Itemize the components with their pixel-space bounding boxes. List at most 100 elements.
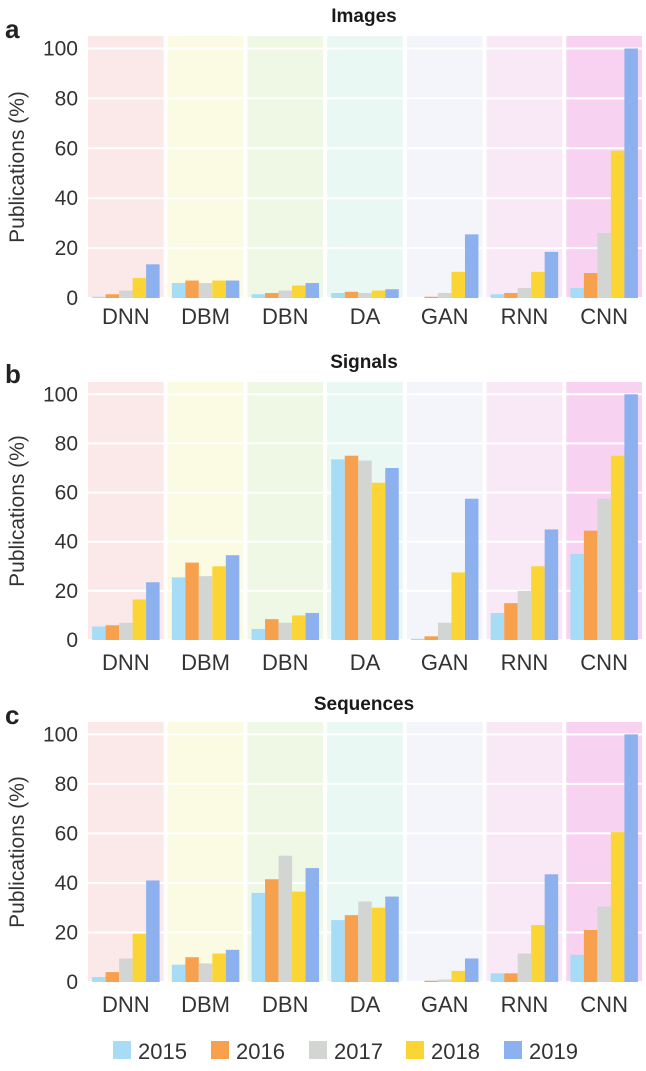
bar-rnn-2016 [504, 973, 518, 982]
bar-cnn-2015 [570, 954, 584, 982]
bar-rnn-2017 [517, 953, 532, 982]
bar-dnn-2015 [92, 296, 106, 298]
legend-item-2017: 2017 [309, 1039, 383, 1064]
bar-dbn-2017 [278, 855, 293, 982]
bar-cnn-2019 [624, 734, 638, 982]
bar-rnn-2019 [544, 874, 559, 982]
bar-da-2016 [344, 455, 359, 640]
y-axis-label: Publications (%) [6, 435, 29, 587]
bar-dbn-2017 [278, 290, 293, 298]
y-tick-label: 40 [55, 872, 78, 895]
y-tick-label: 0 [66, 287, 78, 310]
bar-dnn-2017 [119, 958, 133, 982]
bar-gan-2016 [424, 980, 438, 982]
y-tick-label: 80 [55, 432, 78, 455]
legend-swatch-2015 [113, 1041, 131, 1059]
bar-dbm-2019 [225, 555, 240, 640]
legend-item-2015: 2015 [113, 1039, 187, 1064]
bar-dbm-2018 [212, 566, 226, 640]
y-tick-label: 20 [55, 580, 78, 603]
y-tick-label: 20 [55, 921, 78, 944]
category-band-dbn [247, 382, 324, 640]
category-label-cnn: CNN [580, 304, 628, 329]
bar-cnn-2018 [610, 150, 625, 298]
panel-letter: a [5, 14, 20, 44]
category-label-dbn: DBN [262, 650, 308, 675]
legend-swatch-2019 [504, 1041, 522, 1059]
bar-cnn-2016 [583, 530, 598, 640]
category-band-da [327, 36, 403, 298]
y-tick-label: 100 [43, 723, 78, 746]
legend-label-2017: 2017 [334, 1039, 383, 1064]
bar-gan-2015 [410, 638, 425, 640]
legend-item-2016: 2016 [211, 1039, 285, 1064]
y-tick-label: 80 [55, 773, 78, 796]
legend-swatch-2017 [309, 1041, 327, 1059]
category-label-rnn: RNN [501, 992, 549, 1017]
y-tick-label: 100 [43, 383, 78, 406]
y-axis-label: Publications (%) [6, 776, 29, 928]
bar-dbm-2016 [185, 957, 199, 982]
bar-cnn-2016 [583, 273, 598, 298]
bar-dbn-2016 [265, 293, 279, 298]
category-label-dbn: DBN [262, 992, 308, 1017]
bar-dbn-2019 [305, 868, 320, 982]
bar-dbm-2015 [171, 283, 186, 298]
legend: 2015 2016 2017 2018 2019 [113, 1039, 578, 1064]
bar-dbm-2017 [198, 963, 213, 982]
bar-da-2015 [331, 459, 345, 640]
y-tick-label: 60 [55, 482, 78, 505]
bar-rnn-2018 [531, 925, 545, 982]
bar-rnn-2017 [517, 288, 532, 298]
bar-rnn-2016 [504, 603, 518, 640]
bar-cnn-2018 [610, 455, 625, 640]
bar-dbn-2017 [278, 622, 293, 640]
bar-rnn-2015 [490, 612, 505, 640]
category-label-cnn: CNN [580, 992, 628, 1017]
category-label-gan: GAN [421, 650, 469, 675]
bar-da-2019 [385, 289, 399, 298]
category-label-da: DA [350, 650, 381, 675]
bar-rnn-2019 [544, 529, 559, 640]
panels: 0 20 40 60 80 100 DNN DBM DBN DA GAN RNN CNN Publicat… [5, 6, 644, 1017]
y-tick-label: 80 [55, 87, 78, 110]
bar-dbm-2015 [171, 577, 186, 640]
category-band-dbm [167, 36, 244, 298]
bar-gan-2017 [437, 622, 452, 640]
bar-cnn-2018 [610, 832, 625, 982]
bar-da-2017 [358, 293, 372, 298]
y-tick-label: 20 [55, 237, 78, 260]
bar-da-2019 [385, 468, 399, 640]
bar-dnn-2015 [92, 977, 106, 982]
y-tick-label: 100 [43, 37, 78, 60]
bar-da-2015 [331, 293, 345, 298]
bar-dbm-2017 [198, 283, 213, 298]
bar-dbm-2018 [212, 280, 226, 298]
bar-gan-2016 [424, 636, 438, 640]
bar-dnn-2017 [119, 622, 133, 640]
bar-da-2016 [344, 915, 359, 982]
category-label-dnn: DNN [102, 992, 150, 1017]
bar-gan-2017 [437, 979, 452, 982]
category-band-gan [406, 722, 483, 982]
bar-da-2015 [331, 920, 345, 982]
bar-rnn-2019 [544, 251, 559, 298]
bar-rnn-2017 [517, 590, 532, 640]
bar-gan-2016 [424, 296, 438, 298]
bar-da-2017 [358, 901, 372, 982]
bar-rnn-2015 [490, 294, 505, 298]
y-tick-label: 0 [66, 629, 78, 652]
bar-dbm-2016 [185, 280, 199, 298]
legend-label-2018: 2018 [431, 1039, 480, 1064]
bar-dbn-2018 [292, 285, 306, 298]
bar-cnn-2015 [570, 288, 584, 298]
category-label-dbn: DBN [262, 304, 308, 329]
bar-dbn-2015 [251, 892, 266, 982]
bar-dnn-2015 [92, 626, 106, 640]
bar-da-2016 [344, 291, 359, 298]
category-band-dbm [167, 722, 244, 982]
bar-dnn-2019 [146, 582, 160, 640]
legend-item-2018: 2018 [406, 1039, 480, 1064]
bar-dnn-2016 [105, 972, 120, 982]
